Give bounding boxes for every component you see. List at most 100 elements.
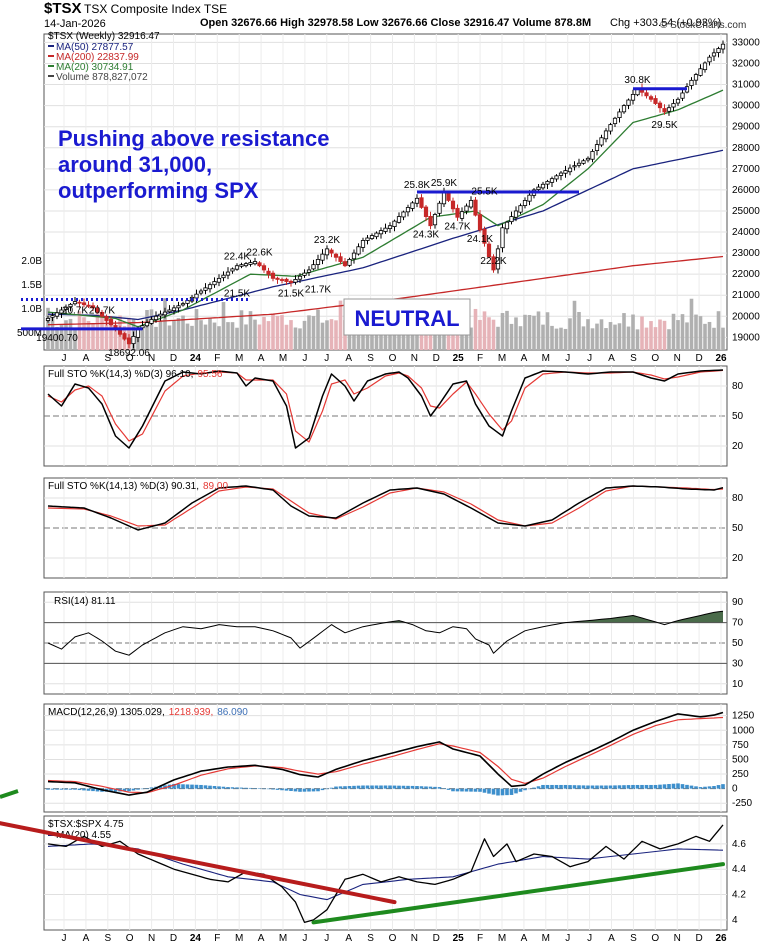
macd-hist-bar [59,788,64,790]
macd-hist-bar [424,786,428,789]
volume-bar [329,319,334,350]
candle-body [527,194,532,202]
price-panel-frame [43,33,728,351]
volume-bar [248,311,253,350]
rsi-y-tick-0: 10 [732,679,744,690]
change-readout: Chg +303.54 (+0.93%) [610,17,722,29]
candle-body [702,62,708,71]
macd-hist-bar [262,788,266,790]
volume-bar [685,322,689,350]
volume-bar [469,327,473,350]
ratio-xtick-27: O [651,933,659,944]
rsi-overbought-fill [637,616,642,623]
candle-body [230,268,235,272]
price-label-13: 24.7K [444,221,470,232]
macd-hist-bar [415,786,419,789]
macd-hist-bar [680,784,685,789]
candle-body [216,277,222,283]
candle-body [180,303,186,306]
volume-axis-label-3: 2.0B [21,256,42,267]
volume-bar [266,321,271,350]
candle-body [90,305,96,309]
candle-body [356,246,361,255]
ratio-y-tick-2: 4.4 [732,864,746,875]
price-y-tick-1: 20000 [732,311,760,322]
candle-body [194,293,199,299]
macd-y-tick-4: 750 [732,740,749,751]
volume-bar [284,324,289,350]
macd-legend: MACD(12,26,9) 1305.029, 1218.939, 86.090 [48,707,248,718]
candle-body [239,264,244,267]
price-xtick-30: 26 [715,353,727,364]
macd-hist-bar [145,788,149,789]
volume-bar [244,324,248,350]
macd-hist-bar [316,788,320,792]
ratio-xtick-2: S [104,933,111,944]
ratio-y-tick-0: 4 [732,915,738,926]
ratio-xtick-8: M [235,933,243,944]
macd-hist-bar [131,788,136,791]
candle-body [554,175,559,180]
macd-hist-bar [455,788,460,792]
candle-body [423,206,429,217]
volume-bar [262,316,266,350]
ratio-xtick-10: M [279,933,287,944]
volume-bar [626,326,631,350]
candle-body [581,160,586,164]
candle-body [671,103,676,108]
candle-body [131,335,136,345]
macd-hist-bar [460,788,464,792]
volume-bar [235,327,239,350]
candle-body [603,130,609,140]
price-xtick-18: 25 [453,353,465,364]
candle-body [644,92,649,97]
candle-body [608,124,613,132]
volume-bar [158,320,163,350]
candle-body [482,228,487,244]
macd-hist-bar [334,786,338,789]
macd-hist-bar [509,788,514,795]
rsi-overbought-fill [615,617,620,623]
candle-body [162,311,168,316]
candle-body [437,202,442,214]
price-y-tick-10: 29000 [732,122,760,133]
macd-hist-bar [64,788,68,790]
volume-bar [190,325,194,350]
macd-hist-bar [383,785,388,789]
volume-axis-label-1: 1.0B [21,304,42,315]
candle-body [657,102,663,109]
candle-body [509,216,514,223]
rsi-overbought-fill [633,615,638,623]
volume-bar [667,329,671,350]
candle-body [315,259,321,265]
candle-body [99,311,105,317]
sto-slow-panel: 20 50 80 Full STO %K(14,13) %D(3) 90.31, 89.… [43,477,744,579]
neutral-box [343,298,471,336]
candle-body [243,263,249,267]
macd-hist-bar [617,785,622,789]
volume-bar [293,327,298,350]
volume-bar [491,319,496,350]
candle-body [347,259,352,266]
volume-bar [478,319,482,350]
price-y-tick-2: 21000 [732,290,760,301]
volume-bar [55,326,59,350]
candle-body [446,192,451,201]
candle-body [567,167,573,173]
volume-bar [487,317,491,350]
ratio-xtick-11: J [302,933,307,944]
candle-body [455,207,460,218]
volume-bar [50,317,55,350]
candle-body [689,79,694,86]
volume-axis-label-2: 1.5B [21,280,42,291]
volume-bar [100,315,104,350]
candle-body [126,337,132,345]
volume-bar [253,319,257,350]
macd-hist-bar [73,788,77,790]
candle-body [122,333,127,340]
sto-slow-panel-y-tick-2: 80 [732,493,744,504]
price-xtick-8: M [235,353,243,364]
candle-body [284,278,289,282]
price-xtick-19: F [477,353,483,364]
